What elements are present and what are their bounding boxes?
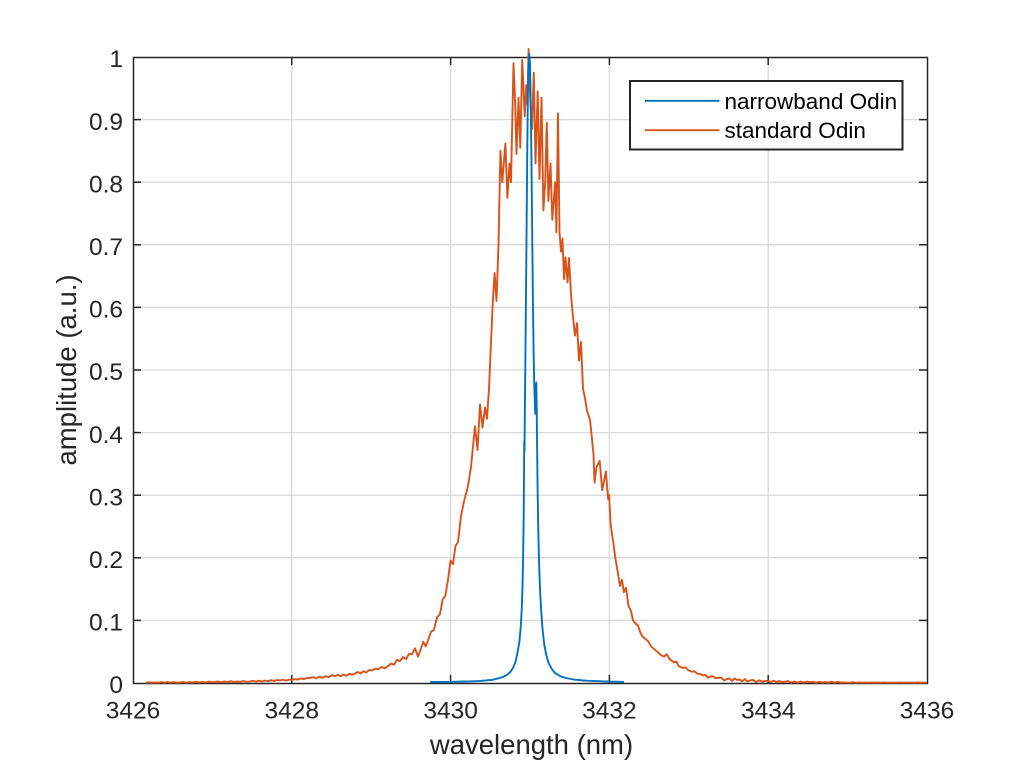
svg-text:3428: 3428 [265,698,320,725]
svg-text:3430: 3430 [423,698,478,725]
svg-text:amplitude (a.u.): amplitude (a.u.) [51,274,82,465]
svg-text:narrowband Odin: narrowband Odin [725,89,898,114]
svg-text:standard Odin: standard Odin [725,118,866,143]
svg-text:0.9: 0.9 [89,109,123,136]
svg-text:wavelength (nm): wavelength (nm) [429,729,633,760]
svg-text:0.8: 0.8 [89,171,123,198]
svg-text:3432: 3432 [582,698,637,725]
svg-text:0.6: 0.6 [89,297,123,324]
svg-text:3436: 3436 [900,698,955,725]
svg-text:0.1: 0.1 [89,610,123,637]
svg-text:3426: 3426 [106,698,161,725]
svg-text:0.5: 0.5 [89,359,123,386]
svg-text:0.2: 0.2 [89,547,123,574]
svg-text:0.3: 0.3 [89,484,123,511]
svg-text:3434: 3434 [741,698,796,725]
svg-text:0.7: 0.7 [89,234,123,261]
svg-text:0: 0 [109,672,123,699]
svg-text:0.4: 0.4 [89,422,123,449]
svg-text:1: 1 [109,46,123,73]
